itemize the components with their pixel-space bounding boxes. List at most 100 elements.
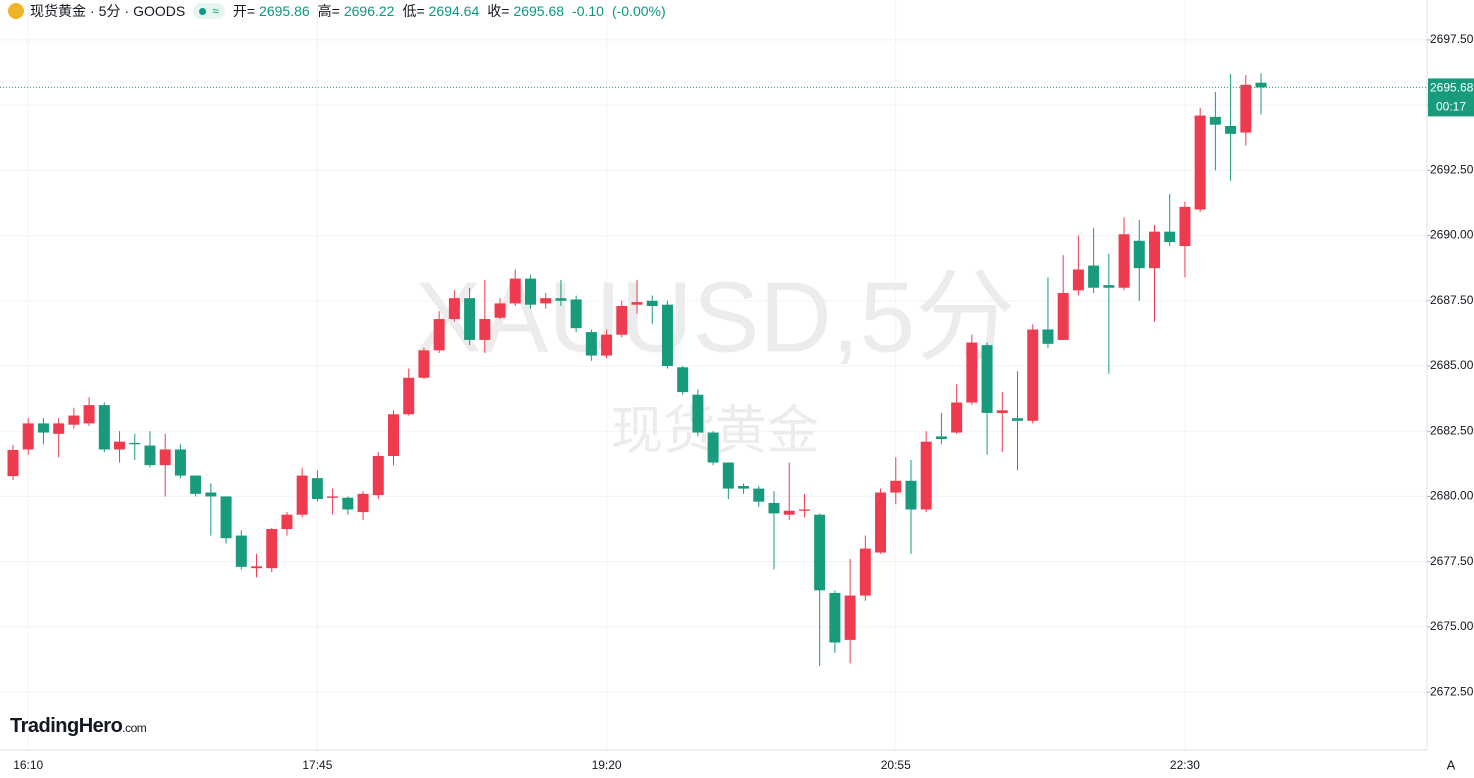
y-tick-label: 2690.00 bbox=[1430, 228, 1474, 242]
candle-body bbox=[403, 377, 415, 415]
candle-body bbox=[783, 510, 795, 515]
candle-body bbox=[555, 298, 567, 301]
candle-body bbox=[98, 405, 110, 450]
candle-body bbox=[220, 496, 232, 539]
candle-body bbox=[509, 278, 521, 304]
candle-body bbox=[22, 423, 34, 450]
candle-body bbox=[357, 493, 369, 513]
last-price-label: 2695.68 bbox=[1430, 81, 1474, 95]
open-value: 2695.86 bbox=[259, 3, 310, 19]
separator: · bbox=[124, 3, 130, 19]
y-tick-label: 2680.00 bbox=[1430, 489, 1474, 503]
low-label: 低= bbox=[402, 3, 425, 19]
grid bbox=[0, 0, 1427, 750]
candle-body bbox=[418, 350, 430, 378]
status-badge[interactable]: ≈ bbox=[193, 3, 225, 19]
symbol: 现货黄金 bbox=[30, 3, 86, 19]
candle-body bbox=[114, 441, 126, 450]
candle-body bbox=[144, 445, 156, 466]
y-tick-label: 2687.50 bbox=[1430, 293, 1474, 307]
scale-button[interactable]: A bbox=[1447, 757, 1456, 772]
candle-body bbox=[981, 345, 993, 413]
candle-body bbox=[235, 535, 247, 567]
x-tick-label: 22:30 bbox=[1170, 758, 1200, 772]
candle-body bbox=[920, 441, 932, 510]
close-label: 收= bbox=[487, 3, 510, 19]
interval: 5分 bbox=[98, 3, 121, 19]
candle-body bbox=[1179, 206, 1191, 246]
candle-body bbox=[205, 492, 217, 497]
candle-body bbox=[159, 449, 171, 466]
candle-body bbox=[251, 566, 263, 569]
candle-body bbox=[83, 405, 95, 424]
candle-body bbox=[1088, 265, 1100, 288]
candle-body bbox=[1057, 292, 1069, 340]
candle-body bbox=[1255, 82, 1267, 88]
countdown: 00:17 bbox=[1436, 100, 1466, 114]
candle-body bbox=[996, 410, 1008, 413]
y-tick-label: 2692.50 bbox=[1430, 163, 1474, 177]
x-tick-label: 20:55 bbox=[881, 758, 911, 772]
candle-body bbox=[1133, 240, 1145, 269]
candle-body bbox=[661, 304, 673, 366]
legend-header: 现货黄金 · 5分 · GOODS ≈ 开= 2695.86 高= 2696.22 … bbox=[8, 1, 670, 21]
x-tick-label: 19:20 bbox=[592, 758, 622, 772]
x-tick-label: 16:10 bbox=[13, 758, 43, 772]
candle-body bbox=[448, 298, 460, 320]
candle-body bbox=[479, 319, 491, 340]
candles bbox=[0, 73, 1427, 666]
candle-body bbox=[601, 334, 613, 356]
candle-body bbox=[68, 415, 80, 425]
candle-body bbox=[433, 319, 445, 351]
candle-body bbox=[951, 402, 963, 433]
close-value: 2695.68 bbox=[513, 3, 565, 19]
logo-brand: TradingHero bbox=[10, 715, 123, 737]
candle-body bbox=[494, 303, 506, 318]
y-tick-label: 2672.50 bbox=[1430, 684, 1474, 698]
candle-body bbox=[875, 492, 887, 553]
y-tick-label: 2685.00 bbox=[1430, 358, 1474, 372]
candle-body bbox=[677, 367, 689, 393]
status-dot bbox=[199, 7, 207, 15]
y-tick-label: 2675.00 bbox=[1430, 619, 1474, 633]
candle-body bbox=[1012, 418, 1024, 421]
candle-body bbox=[814, 514, 826, 591]
candle-body bbox=[966, 342, 978, 403]
candle-body bbox=[1027, 329, 1039, 421]
candle-body bbox=[1042, 329, 1054, 344]
source: GOODS bbox=[133, 3, 186, 19]
x-tick-label: 17:45 bbox=[302, 758, 332, 772]
candle-body bbox=[524, 278, 536, 305]
candle-body bbox=[1194, 115, 1206, 210]
y-tick-label: 2677.50 bbox=[1430, 554, 1474, 568]
candle-body bbox=[616, 306, 628, 335]
candle-body bbox=[1149, 231, 1160, 269]
candle-body bbox=[631, 302, 643, 305]
candle-body bbox=[1118, 234, 1130, 288]
axes: 2672.50 2675.00 2677.50 2680.00 2682.50 2685.… bbox=[13, 32, 1474, 772]
candle-body bbox=[1209, 116, 1221, 125]
logo-suffix: .com bbox=[122, 721, 147, 735]
candle-body bbox=[372, 456, 384, 496]
high-label: 高= bbox=[317, 3, 340, 19]
candle-body bbox=[935, 436, 947, 440]
badge-icon: ≈ bbox=[212, 4, 219, 18]
candle-body bbox=[266, 529, 278, 569]
candle-body bbox=[798, 509, 810, 511]
candle-body bbox=[844, 595, 856, 640]
candle-body bbox=[570, 299, 582, 329]
candle-body bbox=[7, 450, 19, 477]
candle-body bbox=[174, 449, 186, 476]
symbol-icon bbox=[8, 3, 24, 19]
candle-body bbox=[829, 592, 841, 643]
candle-body bbox=[37, 423, 49, 433]
candle-body bbox=[129, 442, 141, 445]
candle-body bbox=[296, 475, 308, 515]
y-tick-label: 2682.50 bbox=[1430, 423, 1474, 437]
candle-body bbox=[540, 298, 552, 304]
logo: TradingHero.com bbox=[10, 715, 147, 738]
candle-body bbox=[859, 548, 871, 596]
candle-body bbox=[190, 475, 202, 494]
candle-body bbox=[707, 432, 719, 463]
